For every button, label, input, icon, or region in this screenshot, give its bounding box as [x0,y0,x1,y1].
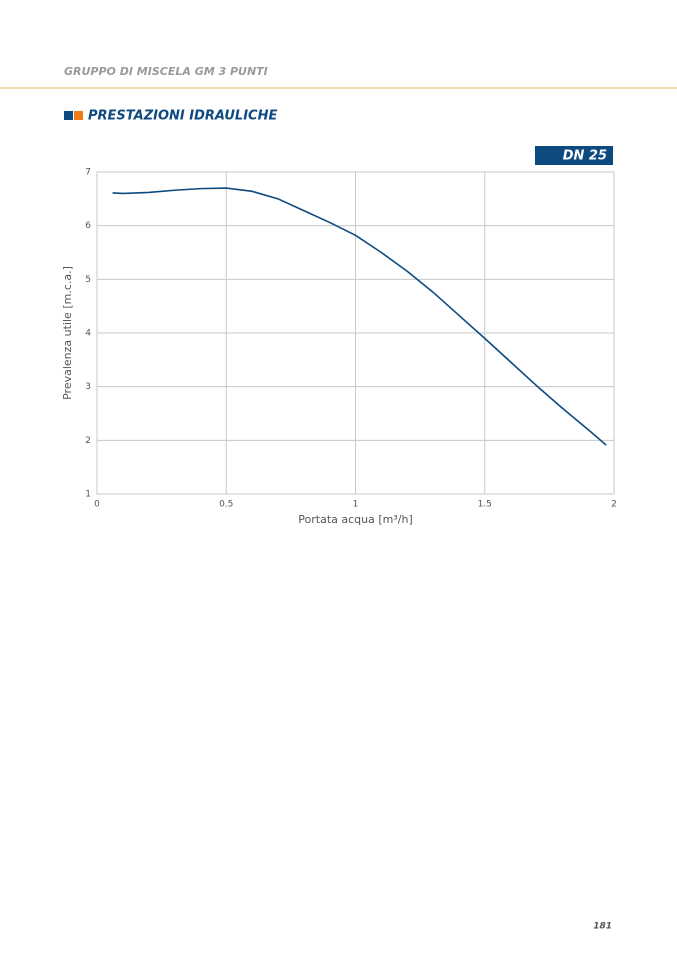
x-tick-label: 1.5 [478,500,492,510]
page-number: 181 [593,922,612,932]
y-tick-label: 2 [85,436,91,446]
badge-bg [535,146,613,165]
icon-orange [74,111,83,120]
curve [112,187,607,446]
x-tick-label: 0 [94,500,100,510]
y-tick-label: 1 [85,490,91,500]
x-tick-label: 0.5 [219,500,233,510]
y-tick-label: 5 [85,275,91,285]
section-title: PRESTAZIONI IDRAULICHE [88,109,277,124]
x-tick-label: 1 [353,500,359,510]
y-tick-label: 7 [85,168,91,178]
y-axis-label: Prevalenza utile [m.c.a.] [61,266,74,400]
badge: DN 25 [563,149,607,164]
header-title: GRUPPO DI MISCELA GM 3 PUNTI [64,65,268,78]
x-axis-label: Portata acqua [m³/h] [298,513,412,526]
icon-blue [64,111,73,120]
chart: 0 0.5 1 1.5 2 1 2 3 4 5 6 7 Portata acqua [m³/h] Prev… [61,168,617,527]
y-tick-label: 3 [85,382,91,392]
x-tick-label: 2 [611,500,617,510]
y-tick-label: 4 [85,329,91,339]
y-tick-label: 6 [85,221,91,231]
